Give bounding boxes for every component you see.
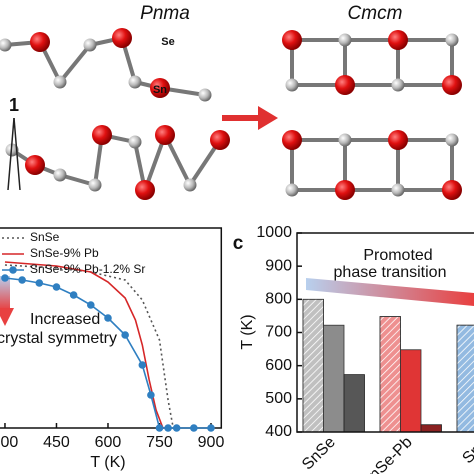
cmcm-label: Cmcm <box>348 3 403 24</box>
series-line <box>4 277 211 429</box>
legend-label: SnSe-9% Pb-1.2% Sr <box>30 262 145 276</box>
y-tick-label: 700 <box>265 324 292 341</box>
legend-label: SnSe <box>30 230 60 244</box>
y-tick-label: 900 <box>265 257 292 274</box>
plot-frame <box>0 227 223 429</box>
legend-marker <box>9 266 17 274</box>
se-atom <box>198 88 212 102</box>
x-tick-label: SnSe-Pb <box>359 434 416 474</box>
se-atom <box>285 183 299 197</box>
series-marker <box>52 283 61 291</box>
series-marker <box>172 424 181 432</box>
y-tick-label: 800 <box>265 291 292 308</box>
angle-line <box>7 117 15 191</box>
annotation: Increased crystal symmetry <box>0 311 117 347</box>
x-tick-label: 900 <box>198 434 225 451</box>
series-marker <box>138 361 147 369</box>
series-marker <box>190 424 198 432</box>
x-tick-label: 600 <box>95 434 122 451</box>
series-marker <box>121 331 129 339</box>
se-atom <box>0 38 12 52</box>
se-atom <box>53 75 67 89</box>
sn-atom <box>112 28 132 48</box>
se-label: Se <box>161 36 174 48</box>
se-atom <box>53 168 67 182</box>
sn-atom <box>335 75 355 95</box>
series-marker <box>164 424 172 432</box>
sn-atom <box>282 130 302 150</box>
bar <box>343 374 365 433</box>
pnma-label: Pnma <box>140 3 190 24</box>
annotation: Promoted phase transition <box>334 247 447 281</box>
series-line <box>4 264 177 429</box>
y-tick-label: 400 <box>265 423 292 440</box>
bar-hatch <box>456 324 474 433</box>
x-tick-label: SnSe <box>299 434 339 474</box>
bar <box>400 349 422 433</box>
sn-atom <box>210 130 230 150</box>
se-atom <box>391 183 405 197</box>
series-marker <box>155 424 164 432</box>
series-line <box>4 261 170 429</box>
sn-atom <box>388 130 408 150</box>
se-atom <box>391 78 405 92</box>
series-marker <box>35 279 44 287</box>
sn-label: Sn <box>153 84 167 96</box>
crystal-structures <box>0 28 462 200</box>
se-atom <box>445 33 459 47</box>
arrow-head <box>258 106 278 130</box>
sn-atom <box>442 75 462 95</box>
symmetry-arrow <box>0 276 10 310</box>
series-marker <box>207 424 215 432</box>
y-axis-label: T (K) <box>239 314 256 349</box>
x-tick-label: 450 <box>43 434 70 451</box>
panel-label: c <box>233 233 244 254</box>
y-tick-label: 600 <box>265 357 292 374</box>
x-tick-label: 300 <box>0 434 18 451</box>
series-marker <box>87 301 95 309</box>
series-marker <box>147 391 155 399</box>
bond <box>58 43 92 84</box>
sn-atom <box>282 30 302 50</box>
transition-band <box>306 278 474 306</box>
bar <box>323 324 345 433</box>
sn-atom <box>30 32 50 52</box>
series-marker <box>104 314 112 322</box>
symmetry-arrow-head <box>0 308 14 326</box>
sn-atom <box>135 180 155 200</box>
se-atom <box>338 133 352 147</box>
sn-atom <box>92 125 112 145</box>
sn-atom <box>155 125 175 145</box>
sn-atom <box>25 155 45 175</box>
se-atom <box>128 75 142 89</box>
y-tick-label: 1000 <box>256 224 292 241</box>
y-tick-label: 500 <box>265 390 292 407</box>
se-atom <box>128 135 142 149</box>
bar-hatch <box>379 316 401 433</box>
bar-hatch <box>302 298 324 433</box>
se-atom <box>445 133 459 147</box>
sn-atom <box>442 180 462 200</box>
x-tick-label: SnS <box>459 434 474 467</box>
angle-line <box>13 117 21 191</box>
se-atom <box>285 78 299 92</box>
se-atom <box>338 33 352 47</box>
series-marker <box>18 276 26 284</box>
angle-label: 1 <box>9 95 19 115</box>
se-atom <box>88 178 102 192</box>
chart-right: SnSe SnSe-Pb SnS 400 500 600 700 800 900 1000 T (K… <box>239 224 474 474</box>
bar <box>420 424 442 433</box>
legend-label: SnSe-9% Pb <box>30 246 99 260</box>
sn-atom <box>388 30 408 50</box>
series-marker <box>1 274 9 282</box>
se-atom <box>183 178 197 192</box>
se-atom <box>83 38 97 52</box>
x-axis-label: T (K) <box>90 454 125 471</box>
x-tick-label: 750 <box>146 434 173 451</box>
series-marker <box>69 291 78 299</box>
sn-atom <box>335 180 355 200</box>
sn-atom <box>150 78 170 98</box>
